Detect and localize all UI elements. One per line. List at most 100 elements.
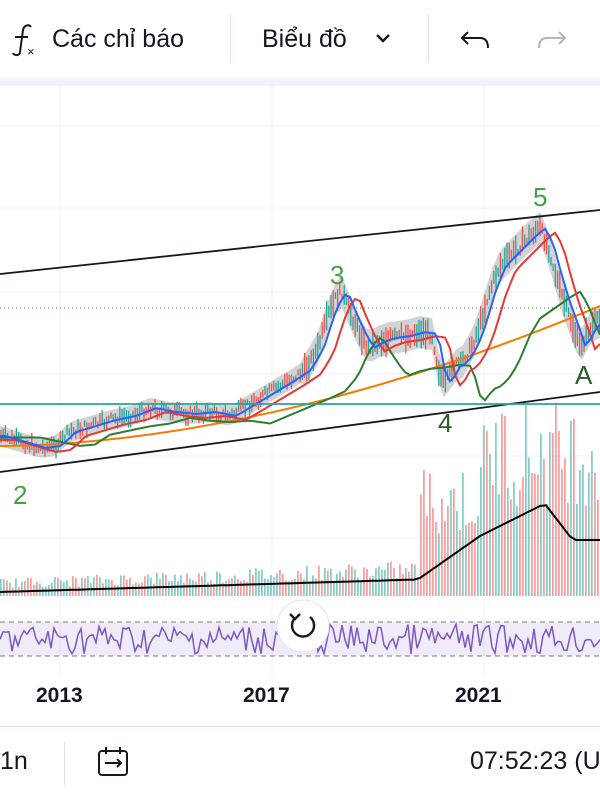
volume-bar [396, 578, 398, 596]
volume-bar [597, 499, 599, 596]
volume-bar [555, 402, 557, 596]
volume-bar [570, 420, 572, 596]
volume-bar [168, 581, 170, 596]
volume-bar [6, 580, 8, 596]
volume-bar [429, 473, 431, 596]
function-fx-icon[interactable]: × [6, 22, 40, 58]
redo-arrow-icon[interactable] [535, 24, 569, 54]
volume-bar [579, 470, 581, 596]
volume-bar [273, 577, 275, 596]
volume-bar [171, 581, 173, 596]
volume-bar [342, 576, 344, 596]
volume-bar [486, 431, 488, 596]
volume-bar [15, 578, 17, 596]
volume-bar [462, 472, 464, 596]
volume-ma-line [0, 504, 600, 593]
volume-bar [369, 576, 371, 596]
volume-bar [483, 425, 485, 596]
volume-bar [390, 561, 392, 596]
volume-bar [93, 577, 95, 596]
ma-blue-line [0, 227, 600, 449]
volume-bar [450, 490, 452, 596]
volume-bar [354, 569, 356, 596]
toolbar-divider [428, 14, 429, 62]
volume-bar [285, 580, 287, 596]
volume-bar [0, 579, 2, 596]
volume-bar [339, 571, 341, 596]
volume-bar [207, 581, 209, 596]
volume-bar [108, 579, 110, 596]
ma-red-line [0, 231, 600, 453]
volume-bar [405, 568, 407, 596]
reset-chart-button[interactable] [276, 599, 330, 653]
chevron-down-icon[interactable] [372, 30, 394, 46]
chart-type-button[interactable]: Biểu đồ [262, 0, 347, 78]
volume-bar [345, 569, 347, 596]
volume-bar [66, 580, 68, 596]
channel-upper-line[interactable] [0, 209, 600, 275]
volume-bar [114, 584, 116, 596]
volume-bar [156, 572, 158, 596]
volume-bar [435, 522, 437, 596]
wave-label-a: A [575, 360, 593, 390]
volume-bar [375, 568, 377, 596]
interval-button[interactable]: 1n [0, 747, 28, 776]
volume-bar [246, 582, 248, 596]
volume-bar [588, 472, 590, 596]
clock-timezone-button[interactable]: 07:52:23 (U [470, 747, 600, 776]
volume-bar [372, 575, 374, 596]
volume-bar [444, 520, 446, 596]
volume-bar [348, 564, 350, 596]
volume-bar [492, 485, 494, 596]
volume-bar [138, 583, 140, 596]
volume-bar [267, 579, 269, 596]
volume-bar [36, 581, 38, 596]
volume-bar [489, 453, 491, 596]
wave-label-4: 4 [438, 408, 452, 438]
volume-bar [408, 571, 410, 596]
ma-green-line [0, 290, 600, 447]
volume-bar [183, 582, 185, 596]
volume-bar [123, 575, 125, 596]
volume-bar [480, 467, 482, 596]
volume-bar [585, 505, 587, 596]
volume-bar [441, 498, 443, 596]
volume-bar [567, 502, 569, 596]
indicators-button[interactable]: Các chỉ báo [52, 0, 184, 78]
volume-bar [471, 521, 473, 596]
volume-bar [525, 405, 527, 596]
volume-bar [294, 578, 296, 596]
price-chart[interactable]: 2 3 4 5 A 2013 2017 2021 [0, 86, 600, 726]
volume-bar [228, 579, 230, 596]
chart-toolbar: × Các chỉ báo Biểu đồ [0, 0, 600, 78]
volume-bar [381, 569, 383, 596]
volume-bar [510, 499, 512, 596]
chart-grid [0, 86, 600, 676]
volume-bar [99, 577, 101, 596]
volume-bar [531, 472, 533, 596]
volume-bar [300, 573, 302, 596]
volume-bar [249, 569, 251, 596]
volume-bar [117, 585, 119, 596]
volume-bar [30, 578, 32, 596]
volume-bar [594, 472, 596, 596]
wave-label-2: 2 [13, 480, 27, 510]
volume-bar [291, 580, 293, 596]
volume-bar [243, 580, 245, 596]
volume-bar [507, 487, 509, 596]
undo-arrow-icon[interactable] [458, 24, 492, 54]
volume-bar [252, 574, 254, 596]
channel-lower-line[interactable] [0, 391, 600, 473]
volume-bar [3, 579, 5, 596]
date-range-icon[interactable] [95, 745, 133, 781]
volume-bar [573, 418, 575, 596]
volume-bar [165, 574, 167, 596]
volume-bar [141, 582, 143, 596]
volume-bar [333, 581, 335, 596]
volume-bar [210, 580, 212, 596]
volume-bar [60, 580, 62, 596]
svg-text:×: × [27, 44, 35, 58]
volume-bar [129, 577, 131, 596]
volume-bar [81, 577, 83, 596]
volume-bar [357, 577, 359, 596]
